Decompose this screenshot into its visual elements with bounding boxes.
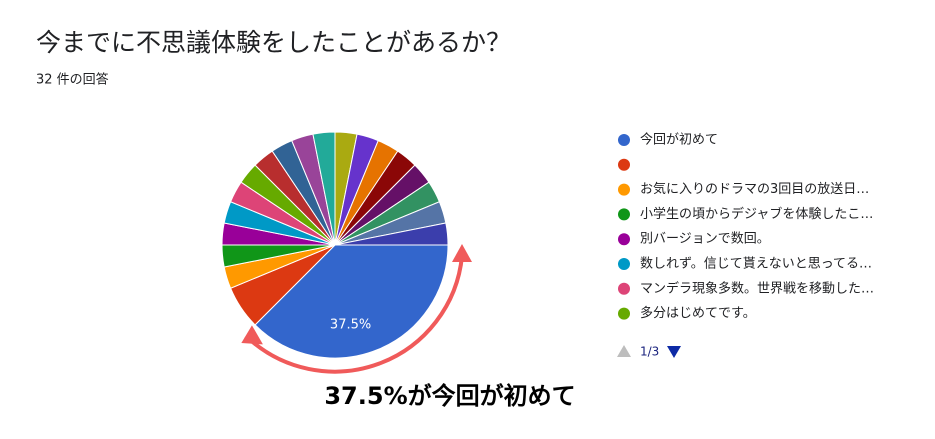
pie: 37.5%: [221, 131, 449, 359]
legend-label: 小学生の頃からデジャブを体験したこ…: [640, 206, 873, 222]
legend-swatch: [618, 208, 630, 221]
legend-page: 1/3: [640, 345, 659, 359]
pie-slice: [334, 222, 449, 246]
legend-label: 数しれず。信じて貰えないと思ってる…: [640, 257, 872, 272]
legend-swatch: [618, 134, 630, 146]
chart-subtitle: 32 件の回答: [36, 72, 109, 88]
legend-label: マンデラ現象多数。世界戦を移動した…: [640, 280, 874, 296]
slice-label: 37.5%: [330, 317, 371, 332]
arrow-head: [452, 244, 472, 262]
legend-swatch: [618, 183, 630, 196]
legend-label: お気に入りのドラマの3回目の放送日…: [640, 181, 869, 197]
pie-slice: [254, 244, 449, 359]
legend-label: 今回が初めて: [640, 132, 718, 148]
legend-swatch: [618, 233, 630, 246]
arrow-head: [241, 325, 263, 345]
legend-prev[interactable]: [617, 345, 631, 357]
legend-label: 多分はじめてです。: [640, 305, 756, 321]
legend-label: 別バージョンで数回。: [640, 232, 770, 247]
highlight-arrow: [244, 255, 464, 374]
chart-title: 今までに不思議体験をしたことがあるか？: [36, 28, 511, 57]
annotation: 37.5%が今回が初めて: [324, 382, 575, 410]
legend-swatch: [618, 307, 630, 320]
legend-swatch: [618, 158, 630, 171]
legend-swatch: [618, 258, 630, 270]
legend-swatch: [618, 282, 630, 295]
legend-next[interactable]: [667, 346, 681, 358]
